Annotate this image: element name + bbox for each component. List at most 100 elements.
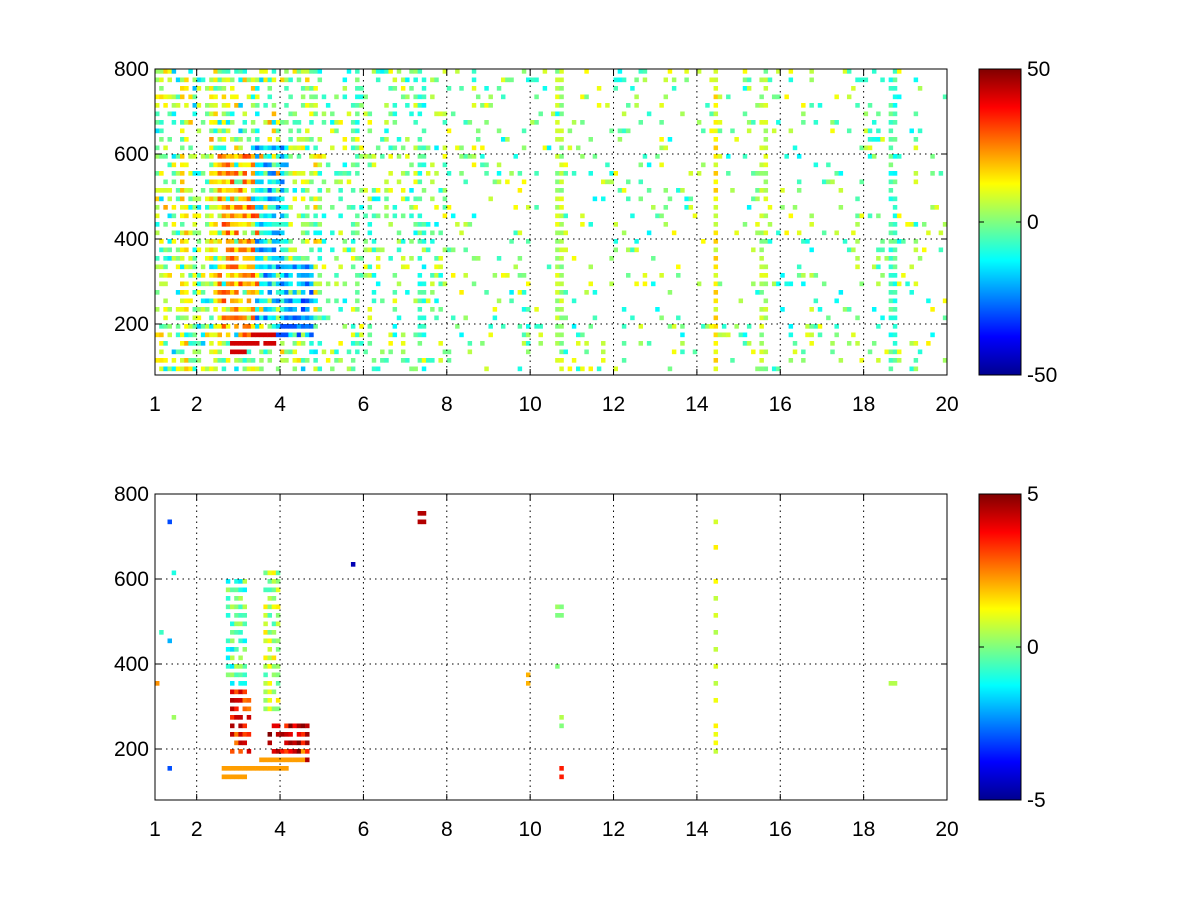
top-heatmap-cell <box>780 205 785 210</box>
top-heatmap-cell <box>284 171 289 176</box>
top-heatmap-cell <box>500 273 506 278</box>
top-heatmap-cell <box>525 205 531 210</box>
top-heatmap-cell <box>163 256 168 261</box>
top-heatmap-cell <box>263 273 268 278</box>
top-heatmap-cell <box>471 77 477 83</box>
top-heatmap-cell <box>217 290 222 295</box>
bottom-heatmap-cell <box>246 706 252 712</box>
bottom-heatmap-cell <box>242 698 248 703</box>
top-heatmap-cell <box>163 315 168 321</box>
top-heatmap-cell <box>801 239 806 244</box>
top-heatmap-cell <box>571 171 577 176</box>
top-heatmap-cell <box>588 324 593 329</box>
top-heatmap-cell <box>263 222 268 227</box>
bottom-heatmap-cell <box>296 757 302 763</box>
top-heatmap-cell <box>238 358 243 363</box>
top-heatmap-cell <box>855 341 860 346</box>
top-heatmap-cell <box>346 349 352 355</box>
top-heatmap-cell <box>334 298 339 304</box>
top-heatmap-cell <box>300 341 306 346</box>
bottom-heatmap-cell <box>271 689 277 695</box>
top-heatmap-cell <box>555 222 560 227</box>
top-heatmap-cell <box>313 162 318 168</box>
top-heatmap-cell <box>621 324 627 329</box>
top-heatmap-cell <box>555 247 560 253</box>
top-heatmap-cell <box>413 196 418 202</box>
top-heatmap-cell <box>755 222 760 227</box>
top-heatmap-cell <box>801 281 806 287</box>
top-heatmap-cell <box>259 358 264 363</box>
top-heatmap-cell <box>221 213 227 219</box>
top-heatmap-cell <box>926 341 931 346</box>
top-heatmap-cell <box>175 349 181 355</box>
top-heatmap-cell <box>505 137 510 142</box>
top-heatmap-cell <box>217 162 222 168</box>
top-heatmap-cell <box>442 281 448 287</box>
bottom-heatmap-cell <box>421 519 427 525</box>
top-heatmap-cell <box>180 205 185 210</box>
top-heatmap-cell <box>192 281 197 287</box>
top-heatmap-cell <box>617 77 623 83</box>
top-heatmap-cell <box>300 171 306 176</box>
top-heatmap-cell <box>492 307 498 312</box>
top-heatmap-cell <box>209 264 214 270</box>
top-heatmap-cell <box>338 171 343 176</box>
top-heatmap-cell <box>300 290 306 295</box>
top-heatmap-cell <box>159 188 164 193</box>
top-heatmap-cell <box>296 332 302 338</box>
top-heatmap-cell <box>271 213 277 219</box>
top-heatmap-cell <box>350 239 356 244</box>
top-heatmap-cell <box>305 213 310 219</box>
top-heatmap-cell <box>196 230 202 236</box>
top-heatmap-cell <box>338 341 343 346</box>
bottom-heatmap-cell <box>275 604 281 610</box>
top-heatmap-cell <box>421 145 427 151</box>
top-heatmap-cell <box>513 154 518 159</box>
top-heatmap-cell <box>175 77 181 83</box>
top-heatmap-cell <box>246 358 252 363</box>
top-heatmap-cell <box>396 69 402 74</box>
top-heatmap-cell <box>159 86 164 91</box>
bottom-heatmap-cell <box>292 740 298 746</box>
bottom-heatmap-cell <box>267 570 273 576</box>
bottom-heatmap-cell <box>242 638 248 644</box>
top-heatmap-cell <box>830 349 835 355</box>
top-heatmap-cell <box>234 349 239 355</box>
top-heatmap-cell <box>313 94 318 100</box>
top-heatmap-cell <box>559 205 564 210</box>
top-heatmap-cell <box>917 256 923 261</box>
top-heatmap-cell <box>196 196 202 202</box>
top-heatmap-cell <box>184 324 189 329</box>
top-heatmap-cell <box>238 137 243 142</box>
top-heatmap-cell <box>259 77 264 83</box>
top-heatmap-cell <box>184 213 189 219</box>
top-heatmap-cell <box>400 213 406 219</box>
top-heatmap-cell <box>317 137 323 142</box>
top-heatmap-cell <box>213 188 218 193</box>
top-heatmap-cell <box>930 205 935 210</box>
top-heatmap-cell <box>346 366 352 372</box>
top-heatmap-cell <box>284 332 289 338</box>
top-heatmap-cell <box>200 281 206 287</box>
top-heatmap-cell <box>284 154 289 159</box>
top-heatmap-cell <box>284 256 289 261</box>
top-heatmap-cell <box>225 230 231 236</box>
top-heatmap-cell <box>780 273 785 278</box>
top-heatmap-cell <box>275 222 281 227</box>
top-heatmap-cell <box>834 94 839 100</box>
top-heatmap-cell <box>901 239 906 244</box>
top-heatmap-cell <box>601 349 606 355</box>
top-heatmap-cell <box>855 239 860 244</box>
bottom-heatmap-cell <box>892 681 898 686</box>
bottom-heatmap-cell <box>238 638 243 644</box>
top-heatmap-cell <box>755 188 760 193</box>
top-heatmap-cell <box>659 273 664 278</box>
top-heatmap-cell <box>192 315 197 321</box>
top-heatmap-cell <box>809 307 814 312</box>
top-heatmap-cell <box>559 349 564 355</box>
top-heatmap-cell <box>359 94 364 100</box>
bottom-heatmap-cell <box>167 766 172 771</box>
top-heatmap-cell <box>942 298 948 304</box>
top-heatmap-cell <box>713 179 719 185</box>
top-heatmap-cell <box>230 349 235 355</box>
